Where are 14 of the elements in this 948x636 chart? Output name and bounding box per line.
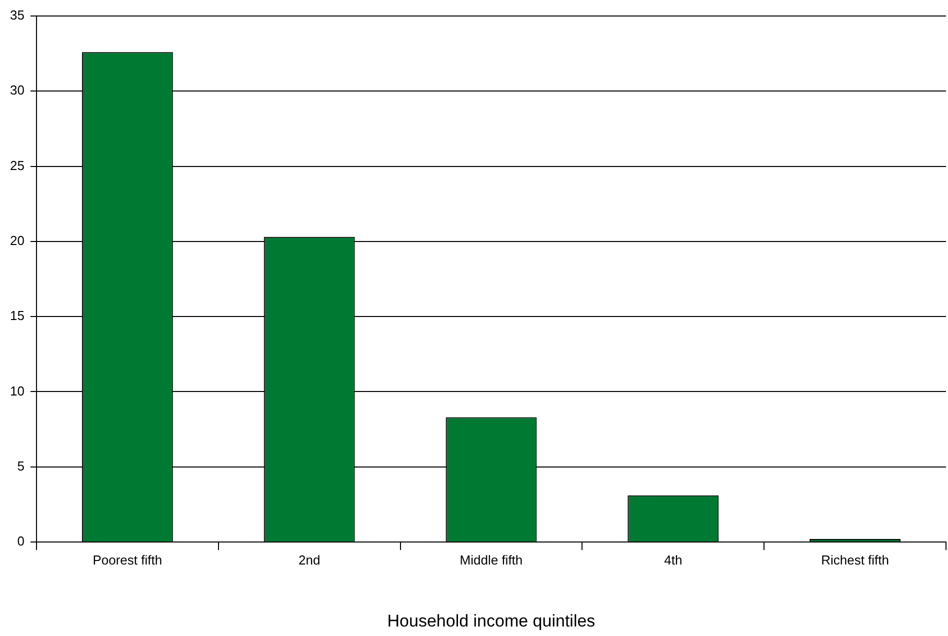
y-tick-label: 20 [10,233,24,248]
x-axis-title: Household income quintiles [387,611,596,630]
y-tick-label: 0 [17,534,24,549]
x-tick-label: Poorest fifth [92,552,162,568]
x-tick-label: Middle fifth [460,552,523,568]
y-tick-label: 15 [10,308,24,324]
y-tick-label: 10 [10,383,24,398]
y-tick-label: 25 [10,158,24,173]
y-tick-label: 5 [17,458,24,474]
x-tick-label: 4th [664,552,682,568]
y-tick-label: 30 [10,82,24,98]
y-tick-label: 35 [10,8,24,23]
x-tick-label: 2nd [298,552,320,568]
x-tick-label: Richest fifth [821,552,890,568]
